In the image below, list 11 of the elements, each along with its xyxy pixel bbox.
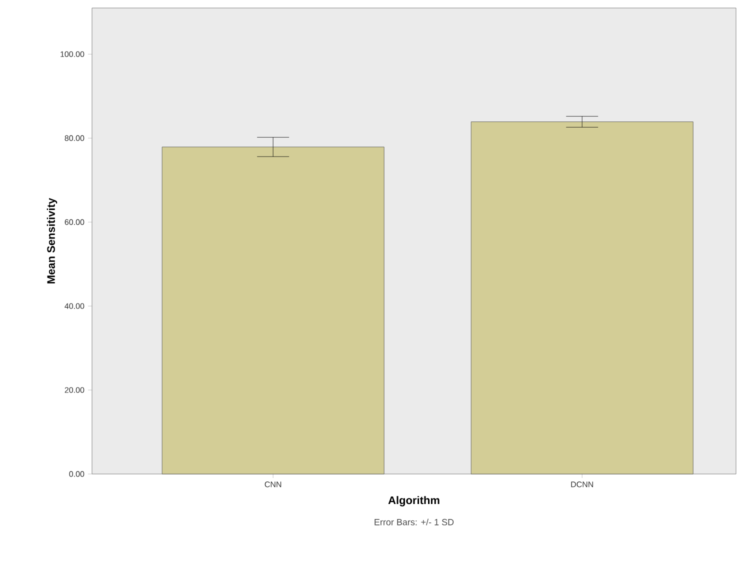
text: Error Bars: +/- 1 SD — [374, 518, 454, 526]
y-tick-label: 20.00 — [64, 387, 84, 393]
y-tick-label: 0.00 — [69, 471, 84, 477]
x-tick-label: CNN — [264, 482, 282, 488]
y-tick-label: 80.00 — [64, 135, 84, 141]
y-axis-title: Mean Sensitivity — [46, 198, 58, 284]
x-axis-title: Algorithm — [388, 496, 440, 506]
x-tick-label: DCNN — [571, 482, 594, 488]
y-tick-label: 60.00 — [64, 219, 84, 225]
y-tick-label: 100.00 — [60, 51, 84, 58]
y-tick-label: 40.00 — [64, 303, 84, 309]
